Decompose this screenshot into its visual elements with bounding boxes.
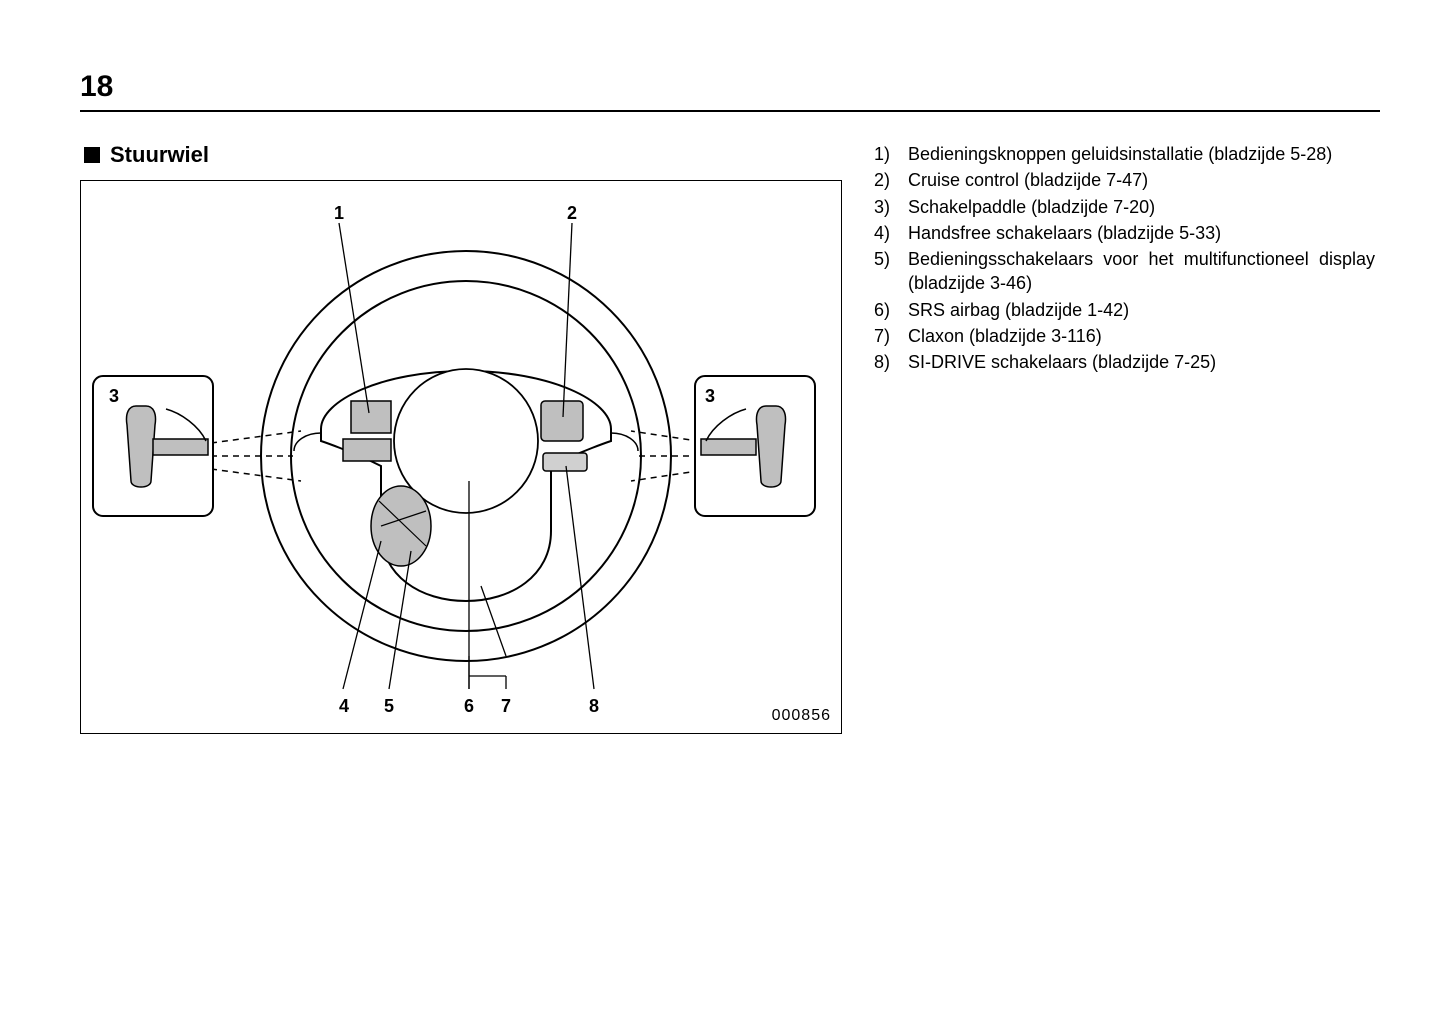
legend-text: Schakelpaddle (bladzijde 7-20) xyxy=(908,195,1375,219)
legend-num: 4) xyxy=(874,221,908,245)
callout-2: 2 xyxy=(567,203,577,224)
legend-item: 6) SRS airbag (bladzijde 1-42) xyxy=(874,298,1375,322)
left-column: Stuurwiel xyxy=(80,142,850,734)
legend-text: SRS airbag (bladzijde 1-42) xyxy=(908,298,1375,322)
legend-item: 7) Claxon (bladzijde 3-116) xyxy=(874,324,1375,348)
legend-text: Bedieningsschakelaars voor het multi­fun… xyxy=(908,247,1375,296)
legend-num: 7) xyxy=(874,324,908,348)
page-number: 18 xyxy=(80,70,1380,112)
image-id: 000856 xyxy=(772,707,831,725)
callout-6: 6 xyxy=(464,696,474,717)
legend-num: 3) xyxy=(874,195,908,219)
callout-1: 1 xyxy=(334,203,344,224)
callout-3-left: 3 xyxy=(109,386,119,407)
legend-num: 1) xyxy=(874,142,908,166)
section-title: Stuurwiel xyxy=(84,142,850,168)
legend-item: 3) Schakelpaddle (bladzijde 7-20) xyxy=(874,195,1375,219)
callout-4: 4 xyxy=(339,696,349,717)
callout-8: 8 xyxy=(589,696,599,717)
legend-num: 2) xyxy=(874,168,908,192)
section-title-text: Stuurwiel xyxy=(110,142,209,168)
legend-text: Handsfree schakelaars (bladzijde 5-33) xyxy=(908,221,1375,245)
steering-wheel-diagram xyxy=(81,181,841,733)
legend-item: 4) Handsfree schakelaars (bladzijde 5-33… xyxy=(874,221,1375,245)
legend-text: Cruise control (bladzijde 7-47) xyxy=(908,168,1375,192)
callout-5: 5 xyxy=(384,696,394,717)
legend-item: 5) Bedieningsschakelaars voor het multi­… xyxy=(874,247,1375,296)
legend-item: 1) Bedieningsknoppen geluidsinstallatie … xyxy=(874,142,1375,166)
legend-text: SI-DRIVE schakelaars (bladzijde 7-25) xyxy=(908,350,1375,374)
legend-item: 2) Cruise control (bladzijde 7-47) xyxy=(874,168,1375,192)
legend-num: 6) xyxy=(874,298,908,322)
square-bullet-icon xyxy=(84,147,100,163)
diagram-frame: 1 2 3 3 4 5 6 7 8 000856 xyxy=(80,180,842,734)
callout-3-right: 3 xyxy=(705,386,715,407)
legend-num: 8) xyxy=(874,350,908,374)
manual-page: 18 Stuurwiel xyxy=(0,0,1445,1026)
callout-7: 7 xyxy=(501,696,511,717)
legend-item: 8) SI-DRIVE schakelaars (bladzijde 7-25) xyxy=(874,350,1375,374)
content-row: Stuurwiel xyxy=(80,142,1375,734)
legend-list: 1) Bedieningsknoppen geluidsinstallatie … xyxy=(874,142,1375,375)
legend-text: Claxon (bladzijde 3-116) xyxy=(908,324,1375,348)
legend-num: 5) xyxy=(874,247,908,271)
right-column: 1) Bedieningsknoppen geluidsinstallatie … xyxy=(874,142,1375,377)
legend-text: Bedieningsknoppen geluidsinstallatie (bl… xyxy=(908,142,1375,166)
